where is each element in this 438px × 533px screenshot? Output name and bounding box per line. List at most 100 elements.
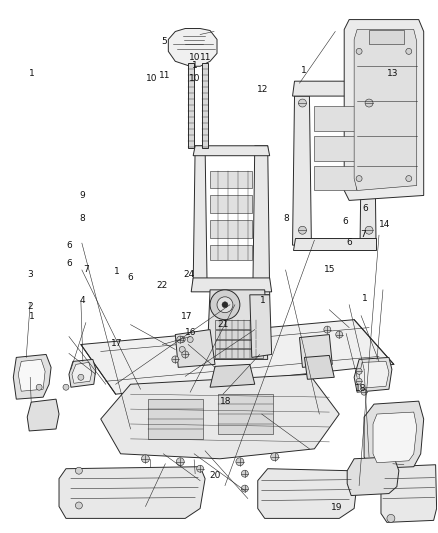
Text: 1: 1 [362,294,367,303]
Polygon shape [18,359,45,391]
Bar [215,340,263,349]
Circle shape [356,378,362,384]
Polygon shape [81,320,394,394]
Polygon shape [207,290,268,359]
Text: 1: 1 [301,66,307,75]
Text: 1: 1 [29,69,35,78]
Circle shape [387,514,395,522]
Polygon shape [250,295,272,358]
Circle shape [172,356,179,363]
Text: 6: 6 [362,204,367,213]
Polygon shape [373,412,417,463]
Bar [210,171,252,189]
Polygon shape [359,361,389,388]
Text: 13: 13 [387,69,399,78]
Text: 21: 21 [218,320,229,329]
Text: 6: 6 [66,260,72,268]
Circle shape [298,99,307,107]
Text: 6: 6 [347,238,353,247]
Circle shape [78,374,84,380]
Circle shape [406,175,412,182]
Bar [215,329,263,338]
Polygon shape [304,356,334,379]
Polygon shape [258,469,357,519]
Bar [218,394,273,434]
Circle shape [361,389,367,395]
Polygon shape [344,20,424,200]
Polygon shape [69,359,96,387]
Text: 6: 6 [127,272,133,281]
Circle shape [222,302,228,308]
Text: 3: 3 [27,270,32,279]
Text: 2: 2 [27,302,32,311]
Bar [369,29,404,44]
Circle shape [75,502,82,509]
Circle shape [182,351,189,358]
Bar [210,220,252,238]
Circle shape [217,297,233,313]
Circle shape [356,368,362,374]
Circle shape [406,49,412,54]
Text: 7: 7 [83,265,89,273]
Text: 22: 22 [157,280,168,289]
Circle shape [179,336,185,343]
Polygon shape [59,467,205,519]
Text: 10: 10 [189,74,201,83]
Circle shape [141,455,149,463]
Text: 19: 19 [331,503,342,512]
Circle shape [356,49,362,54]
Text: 1: 1 [29,312,35,321]
Circle shape [187,336,193,343]
Polygon shape [347,457,399,496]
Text: 6: 6 [343,217,348,226]
Circle shape [241,485,248,492]
Text: 8: 8 [283,214,290,223]
Polygon shape [253,146,270,295]
Polygon shape [210,365,255,387]
Text: 17: 17 [180,312,192,321]
Circle shape [298,226,307,234]
Polygon shape [360,81,376,240]
Bar [210,245,252,260]
Circle shape [197,465,204,472]
Text: 18: 18 [220,397,231,406]
Bar [215,350,263,358]
Circle shape [177,336,184,343]
Text: 4: 4 [79,296,85,305]
Polygon shape [13,354,51,399]
Bar [148,399,203,439]
Polygon shape [293,238,376,250]
Bar [314,106,356,131]
Text: 18: 18 [355,384,366,393]
Text: 7: 7 [360,230,365,239]
Text: 6: 6 [66,241,72,250]
Text: 8: 8 [79,214,85,223]
Text: 1: 1 [260,296,265,305]
Circle shape [236,458,244,466]
Circle shape [36,384,42,390]
Bar [215,320,263,329]
Polygon shape [191,278,272,292]
Bar [210,196,252,213]
Circle shape [63,384,69,390]
Text: 12: 12 [257,85,268,94]
Circle shape [324,326,331,333]
Circle shape [365,99,373,107]
Circle shape [271,453,279,461]
Circle shape [356,175,362,182]
Polygon shape [354,29,417,190]
Polygon shape [364,401,424,469]
Text: 9: 9 [79,190,85,199]
Polygon shape [300,335,332,367]
Polygon shape [168,29,217,66]
Text: 14: 14 [379,220,390,229]
Circle shape [365,226,373,234]
Text: 1: 1 [192,61,198,70]
Polygon shape [101,374,339,459]
Text: 16: 16 [185,328,197,337]
Circle shape [210,290,240,320]
Bar [314,166,356,190]
Polygon shape [293,96,311,245]
Circle shape [241,470,248,477]
Text: 17: 17 [111,339,123,348]
